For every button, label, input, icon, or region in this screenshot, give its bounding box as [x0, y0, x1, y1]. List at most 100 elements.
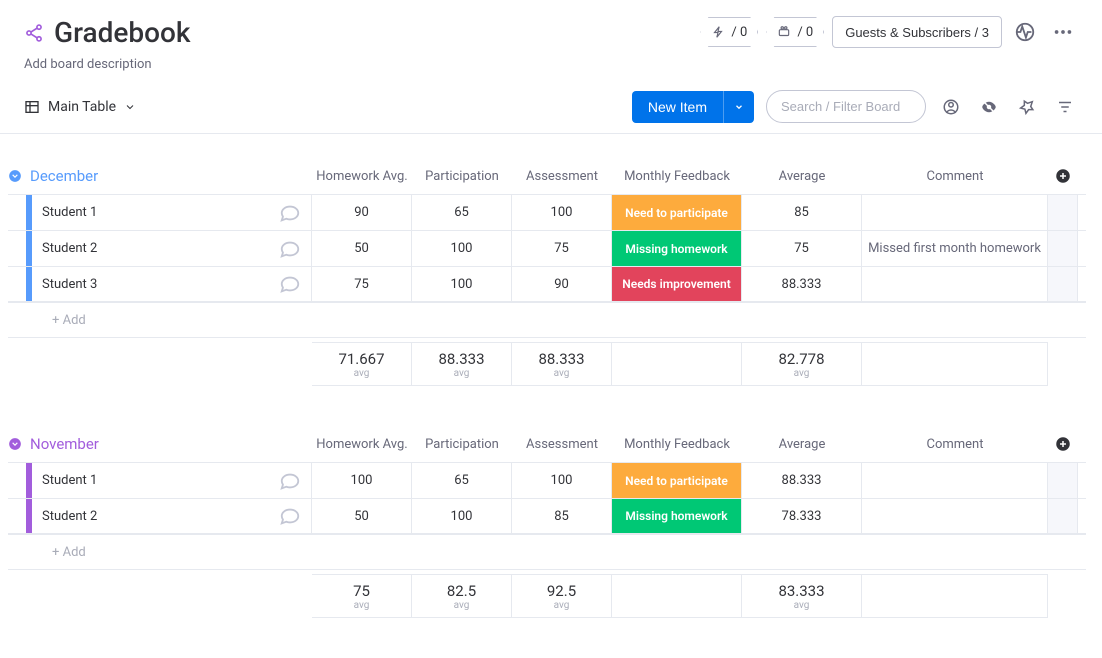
integration-badge[interactable]: / 0	[766, 17, 824, 47]
column-header-homework[interactable]: Homework Avg.	[312, 169, 412, 184]
group-header: December Homework Avg. Participation Ass…	[8, 158, 1086, 194]
average-cell[interactable]: 88.333	[742, 463, 862, 498]
assessment-cell[interactable]: 75	[512, 231, 612, 266]
add-column-button[interactable]	[1048, 435, 1078, 453]
add-item-button[interactable]: + Add	[32, 313, 312, 328]
participation-cell[interactable]: 100	[412, 231, 512, 266]
row-end	[1048, 499, 1078, 533]
feedback-cell[interactable]: Need to participate	[612, 195, 742, 230]
board-description[interactable]: Add board description	[24, 57, 190, 72]
participation-cell[interactable]: 100	[412, 499, 512, 533]
column-header-homework[interactable]: Homework Avg.	[312, 437, 412, 452]
table-row[interactable]: Student 25010085Missing homework78.333	[8, 498, 1086, 534]
chat-icon[interactable]	[279, 202, 301, 224]
new-item-button[interactable]: New Item	[632, 91, 723, 123]
feedback-cell[interactable]: Missing homework	[612, 499, 742, 533]
assessment-cell[interactable]: 100	[512, 463, 612, 498]
average-cell[interactable]: 75	[742, 231, 862, 266]
search-input[interactable]	[766, 90, 926, 123]
add-column-button[interactable]	[1048, 167, 1078, 185]
feedback-cell[interactable]: Missing homework	[612, 231, 742, 266]
group-title[interactable]: November	[26, 435, 312, 453]
assessment-cell[interactable]: 90	[512, 267, 612, 301]
assessment-cell[interactable]: 100	[512, 195, 612, 230]
comment-cell[interactable]	[862, 463, 1048, 498]
chat-icon[interactable]	[279, 470, 301, 492]
header-right: / 0 / 0 Guests & Subscribers / 3	[700, 16, 1078, 48]
column-header-participation[interactable]: Participation	[412, 437, 512, 452]
add-item-button[interactable]: + Add	[32, 545, 312, 560]
comment-cell[interactable]: Missed first month homework	[862, 231, 1048, 266]
eye-off-icon[interactable]	[976, 94, 1002, 120]
column-header-participation[interactable]: Participation	[412, 169, 512, 184]
row-end	[1048, 267, 1078, 301]
comment-cell[interactable]	[862, 499, 1048, 533]
chevron-down-icon	[8, 437, 22, 451]
chat-icon[interactable]	[279, 238, 301, 260]
table-row[interactable]: Student 25010075Missing homework75Missed…	[8, 230, 1086, 266]
automation-badge[interactable]: / 0	[700, 17, 758, 47]
column-header-comment[interactable]: Comment	[862, 437, 1048, 452]
group-title[interactable]: December	[26, 167, 312, 185]
column-header-assessment[interactable]: Assessment	[512, 169, 612, 184]
feedback-cell[interactable]: Need to participate	[612, 463, 742, 498]
page-title[interactable]: Gradebook	[54, 16, 190, 49]
average-cell[interactable]: 78.333	[742, 499, 862, 533]
participation-cell[interactable]: 100	[412, 267, 512, 301]
homework-cell[interactable]: 75	[312, 267, 412, 301]
column-header-feedback[interactable]: Monthly Feedback	[612, 437, 742, 452]
comment-cell[interactable]	[862, 267, 1048, 301]
comment-cell[interactable]	[862, 195, 1048, 230]
assessment-cell[interactable]: 85	[512, 499, 612, 533]
item-name-cell[interactable]: Student 2	[32, 231, 312, 266]
new-item-dropdown[interactable]	[723, 91, 754, 123]
item-name-cell[interactable]: Student 2	[32, 499, 312, 533]
summary-participation: 82.5avg	[412, 574, 512, 618]
table-row[interactable]: Student 3 7510090Needs improvement88.333	[8, 266, 1086, 302]
integration-count: / 0	[797, 25, 813, 40]
column-header-average[interactable]: Average	[742, 437, 862, 452]
item-name: Student 3	[42, 277, 97, 292]
homework-cell[interactable]: 90	[312, 195, 412, 230]
participation-cell[interactable]: 65	[412, 463, 512, 498]
summary-average: 82.778avg	[742, 342, 862, 386]
column-header-assessment[interactable]: Assessment	[512, 437, 612, 452]
average-cell[interactable]: 85	[742, 195, 862, 230]
feedback-cell[interactable]: Needs improvement	[612, 267, 742, 301]
automation-count: / 0	[731, 25, 747, 40]
summary-homework: 75avg	[312, 574, 412, 618]
group-summary: 71.667avg 88.333avg 88.333avg 82.778avg	[8, 342, 1086, 386]
item-name-cell[interactable]: Student 1	[32, 463, 312, 498]
item-name: Student 1	[42, 205, 97, 220]
activity-icon[interactable]	[1010, 17, 1040, 47]
summary-homework: 71.667avg	[312, 342, 412, 386]
table-row[interactable]: Student 1 9065100Need to participate85	[8, 194, 1086, 230]
group-toggle[interactable]	[8, 437, 26, 451]
column-header-comment[interactable]: Comment	[862, 169, 1048, 184]
main-table-view[interactable]: Main Table	[24, 99, 136, 115]
person-icon[interactable]	[938, 94, 964, 120]
item-name: Student 2	[42, 241, 97, 256]
chat-icon[interactable]	[279, 273, 301, 295]
homework-cell[interactable]: 50	[312, 231, 412, 266]
group-december: December Homework Avg. Participation Ass…	[8, 158, 1086, 386]
item-name-cell[interactable]: Student 1	[32, 195, 312, 230]
view-label: Main Table	[48, 99, 116, 115]
more-icon[interactable]	[1048, 17, 1078, 47]
homework-cell[interactable]: 100	[312, 463, 412, 498]
summary-assessment: 88.333avg	[512, 342, 612, 386]
table-row[interactable]: Student 110065100Need to participate88.3…	[8, 462, 1086, 498]
column-header-average[interactable]: Average	[742, 169, 862, 184]
share-icon[interactable]	[24, 23, 44, 43]
group-toggle[interactable]	[8, 169, 26, 183]
toolbar-left: Main Table	[24, 99, 136, 115]
guests-button[interactable]: Guests & Subscribers / 3	[832, 16, 1002, 48]
chat-icon[interactable]	[279, 505, 301, 527]
average-cell[interactable]: 88.333	[742, 267, 862, 301]
filter-icon[interactable]	[1052, 94, 1078, 120]
homework-cell[interactable]: 50	[312, 499, 412, 533]
item-name-cell[interactable]: Student 3	[32, 267, 312, 301]
pin-icon[interactable]	[1014, 94, 1040, 120]
column-header-feedback[interactable]: Monthly Feedback	[612, 169, 742, 184]
participation-cell[interactable]: 65	[412, 195, 512, 230]
